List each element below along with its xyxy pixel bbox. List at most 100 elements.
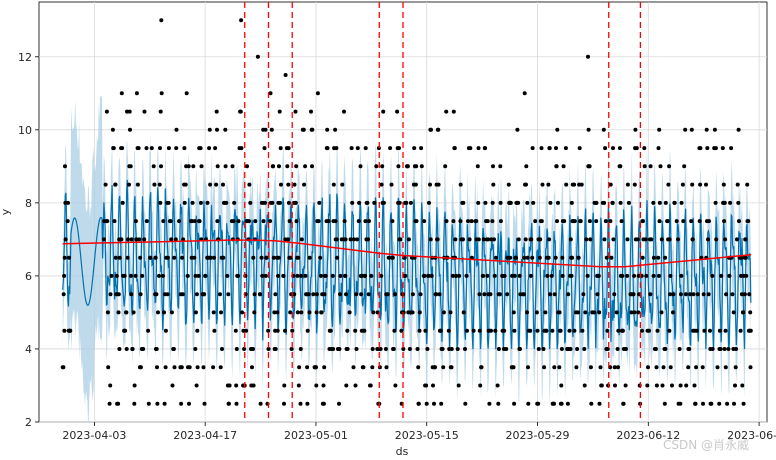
data-point bbox=[251, 255, 256, 260]
data-point bbox=[258, 401, 263, 406]
data-point bbox=[646, 365, 650, 370]
data-point bbox=[323, 273, 328, 278]
data-point bbox=[338, 273, 343, 278]
data-point bbox=[161, 219, 166, 224]
data-point bbox=[234, 347, 239, 351]
data-point bbox=[687, 347, 692, 351]
data-point bbox=[354, 292, 359, 297]
data-point bbox=[517, 273, 522, 278]
data-point bbox=[428, 237, 433, 242]
data-point bbox=[614, 310, 619, 315]
data-point bbox=[579, 182, 584, 187]
data-point bbox=[333, 219, 338, 224]
data-point bbox=[698, 182, 703, 187]
data-point bbox=[598, 365, 603, 370]
data-point bbox=[559, 383, 564, 388]
data-point bbox=[347, 310, 352, 315]
data-point bbox=[419, 146, 424, 151]
data-point bbox=[464, 273, 469, 278]
data-point bbox=[682, 164, 687, 169]
data-point bbox=[268, 91, 273, 96]
data-point bbox=[331, 347, 336, 351]
data-point bbox=[748, 310, 753, 315]
data-point bbox=[168, 219, 173, 224]
data-point bbox=[552, 365, 557, 370]
data-point bbox=[468, 146, 473, 151]
data-point bbox=[125, 255, 130, 260]
data-point bbox=[194, 383, 199, 388]
data-point bbox=[663, 255, 668, 260]
data-point bbox=[449, 347, 454, 351]
data-point bbox=[705, 146, 710, 151]
data-point bbox=[236, 273, 241, 278]
data-point bbox=[162, 310, 166, 315]
data-point bbox=[679, 200, 684, 205]
y-tick-label: 8 bbox=[25, 197, 32, 210]
data-point bbox=[559, 401, 564, 406]
data-point bbox=[309, 109, 313, 114]
data-point bbox=[485, 273, 490, 278]
data-point bbox=[194, 292, 199, 297]
data-point bbox=[691, 292, 696, 297]
data-point bbox=[234, 401, 239, 406]
data-point bbox=[356, 219, 361, 224]
data-point bbox=[269, 127, 274, 132]
data-point bbox=[233, 328, 238, 333]
data-point bbox=[488, 292, 493, 297]
data-point bbox=[401, 310, 406, 315]
x-axis-label: ds bbox=[396, 445, 409, 458]
data-point bbox=[398, 237, 403, 242]
data-point bbox=[311, 292, 316, 297]
data-point bbox=[694, 328, 699, 333]
data-point bbox=[116, 310, 121, 315]
data-point bbox=[602, 237, 607, 242]
data-point bbox=[331, 182, 336, 187]
data-point bbox=[214, 182, 219, 187]
data-point bbox=[238, 109, 243, 114]
data-point bbox=[146, 328, 151, 333]
data-point bbox=[334, 237, 339, 242]
data-point bbox=[559, 347, 564, 351]
data-point bbox=[293, 200, 298, 205]
data-point bbox=[657, 127, 662, 132]
data-point bbox=[375, 310, 380, 315]
data-point bbox=[458, 219, 463, 224]
data-point bbox=[381, 200, 386, 205]
data-point bbox=[258, 292, 263, 297]
data-point bbox=[743, 255, 748, 260]
data-point bbox=[546, 182, 551, 187]
data-point bbox=[134, 237, 139, 242]
data-point bbox=[169, 310, 174, 315]
data-point bbox=[314, 365, 318, 370]
data-point bbox=[152, 182, 157, 187]
data-point bbox=[278, 146, 283, 151]
data-point bbox=[665, 219, 670, 224]
data-point bbox=[603, 146, 608, 151]
data-point bbox=[452, 146, 457, 151]
data-point bbox=[482, 292, 487, 297]
data-point bbox=[727, 273, 732, 278]
data-point bbox=[298, 401, 303, 406]
data-point bbox=[433, 365, 437, 370]
data-point bbox=[271, 255, 276, 260]
data-point bbox=[512, 273, 517, 278]
data-point bbox=[515, 127, 520, 132]
data-point bbox=[461, 237, 465, 242]
data-point bbox=[522, 91, 527, 96]
data-point bbox=[334, 146, 339, 151]
data-point bbox=[193, 310, 198, 315]
data-point bbox=[262, 146, 267, 151]
data-point bbox=[670, 383, 674, 388]
data-point bbox=[723, 237, 728, 242]
data-point bbox=[601, 127, 606, 132]
data-point bbox=[395, 109, 400, 114]
data-point bbox=[698, 146, 703, 151]
data-point bbox=[184, 91, 189, 96]
data-point bbox=[549, 273, 554, 278]
data-point bbox=[277, 164, 281, 169]
data-point bbox=[555, 127, 560, 132]
data-point bbox=[563, 146, 568, 151]
data-point bbox=[338, 292, 342, 297]
data-point bbox=[492, 237, 496, 242]
data-point bbox=[325, 146, 330, 151]
